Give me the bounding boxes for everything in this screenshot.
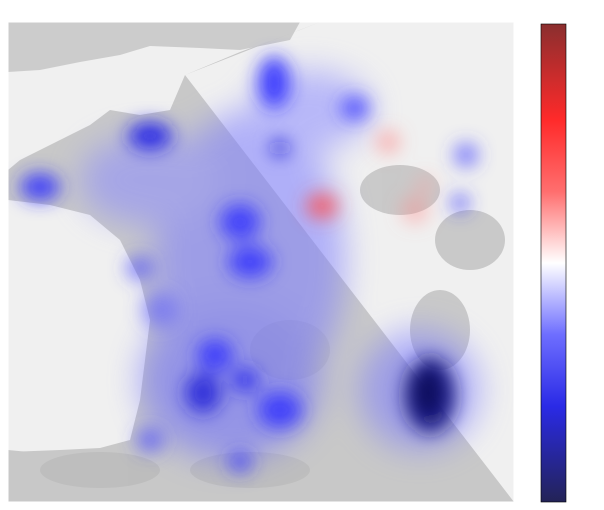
map-panel [8,22,514,502]
heat-layer-hotspots [20,56,478,472]
england-land [8,22,300,72]
heat-layer-increase [306,130,435,224]
map-frame [7,21,515,503]
colorbar-gradient [540,23,567,503]
